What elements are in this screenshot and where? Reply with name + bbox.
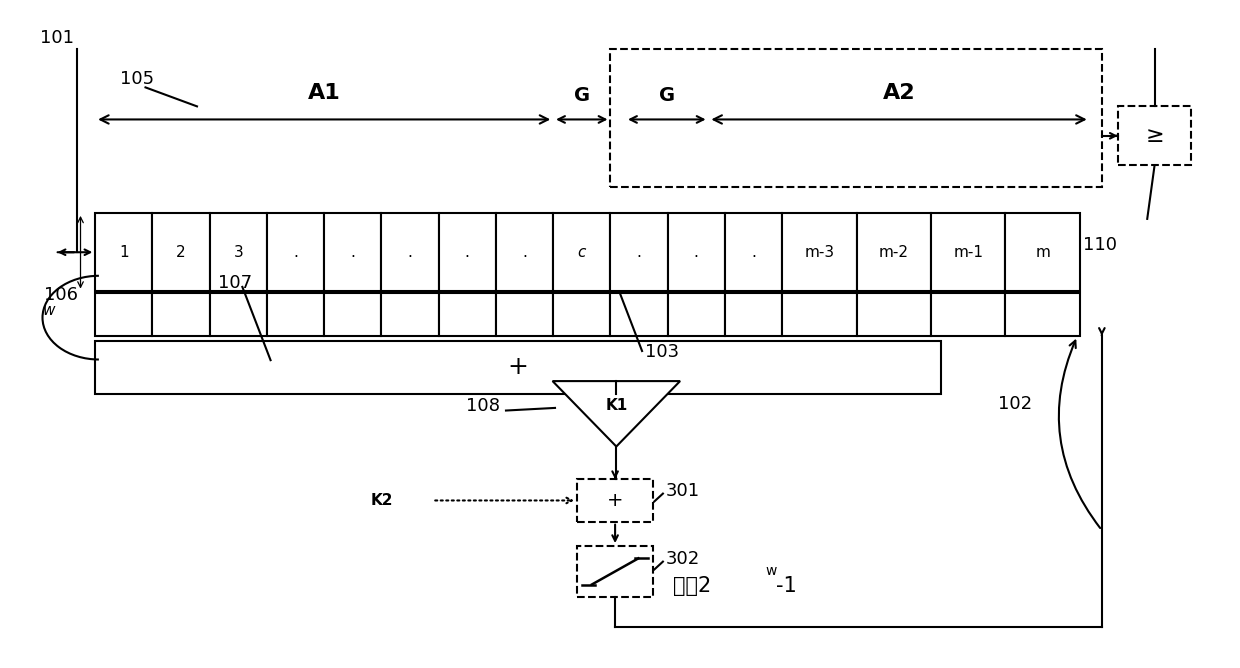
Bar: [577, 479, 653, 522]
Text: w: w: [766, 564, 777, 578]
Text: 110: 110: [1084, 236, 1117, 255]
Bar: [324, 293, 382, 336]
Bar: [496, 213, 553, 291]
Text: .: .: [293, 244, 298, 260]
Text: G: G: [658, 86, 675, 105]
Text: c: c: [578, 244, 587, 260]
Text: 301: 301: [666, 482, 699, 500]
Bar: [1006, 213, 1080, 291]
Bar: [857, 293, 931, 336]
Bar: [725, 293, 782, 336]
Text: w: w: [42, 303, 55, 318]
Text: m: m: [1035, 244, 1050, 260]
Bar: [610, 293, 667, 336]
Bar: [553, 213, 610, 291]
Text: .: .: [465, 244, 470, 260]
Text: 101: 101: [40, 29, 74, 47]
Bar: [610, 49, 1102, 187]
Text: m-2: m-2: [879, 244, 909, 260]
Text: 108: 108: [465, 397, 500, 415]
Bar: [782, 293, 857, 336]
Text: 106: 106: [43, 286, 78, 304]
FancyArrowPatch shape: [1059, 341, 1100, 528]
Text: .: .: [751, 244, 756, 260]
Text: .: .: [351, 244, 355, 260]
Bar: [95, 341, 941, 394]
Text: K2: K2: [371, 493, 393, 508]
Bar: [1117, 106, 1192, 165]
Bar: [439, 293, 496, 336]
Bar: [210, 293, 267, 336]
Text: +: +: [508, 355, 528, 379]
Text: 302: 302: [666, 550, 699, 568]
Bar: [210, 213, 267, 291]
Bar: [931, 293, 1006, 336]
Text: 102: 102: [998, 395, 1032, 413]
Text: 限于2: 限于2: [673, 576, 711, 596]
Text: 3: 3: [233, 244, 243, 260]
Bar: [667, 213, 725, 291]
Bar: [324, 213, 382, 291]
Bar: [931, 213, 1006, 291]
Bar: [382, 213, 439, 291]
Text: A2: A2: [883, 83, 915, 103]
Bar: [577, 546, 653, 597]
Text: 107: 107: [218, 274, 252, 292]
Bar: [553, 293, 610, 336]
Text: K1: K1: [605, 398, 627, 413]
Polygon shape: [553, 381, 680, 446]
Bar: [153, 293, 210, 336]
Bar: [667, 293, 725, 336]
Text: 103: 103: [645, 343, 678, 361]
Text: .: .: [636, 244, 641, 260]
Bar: [267, 293, 324, 336]
Text: 2: 2: [176, 244, 186, 260]
Text: -1: -1: [776, 576, 796, 596]
Bar: [153, 213, 210, 291]
Bar: [857, 213, 931, 291]
Text: +: +: [606, 491, 624, 510]
Bar: [610, 213, 667, 291]
Text: .: .: [522, 244, 527, 260]
Bar: [267, 213, 324, 291]
Text: .: .: [408, 244, 413, 260]
Text: m-3: m-3: [805, 244, 835, 260]
Bar: [782, 213, 857, 291]
Text: A1: A1: [308, 83, 341, 103]
Bar: [439, 213, 496, 291]
Bar: [95, 293, 153, 336]
Text: G: G: [574, 86, 590, 105]
Text: 1: 1: [119, 244, 129, 260]
Text: ≥: ≥: [1146, 126, 1164, 146]
Bar: [1006, 293, 1080, 336]
Text: .: .: [694, 244, 698, 260]
Text: m-1: m-1: [954, 244, 983, 260]
Text: 105: 105: [120, 70, 154, 88]
Bar: [496, 293, 553, 336]
Bar: [95, 213, 153, 291]
Bar: [382, 293, 439, 336]
Bar: [725, 213, 782, 291]
